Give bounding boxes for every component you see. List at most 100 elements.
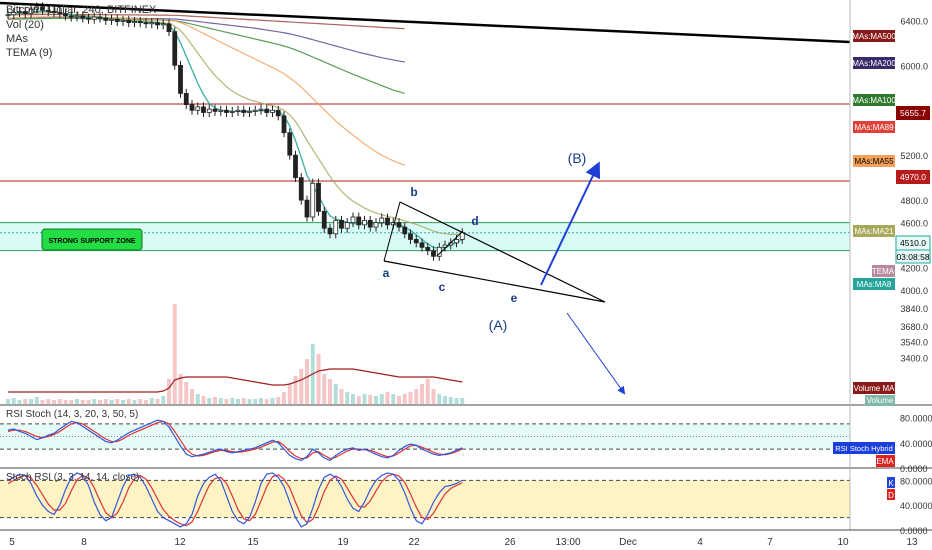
candle-78 [454, 239, 459, 244]
time-axis: 5 8 12 15 19 22 26 13:00 Dec 4 7 10 13 [0, 529, 932, 548]
volume-bar-0 [6, 399, 10, 404]
ma-label-6: MAs:MA8 [857, 280, 892, 289]
volume-bar-10 [63, 400, 68, 404]
d-marker: D [888, 491, 894, 500]
candle-69 [402, 226, 408, 235]
time-tick-7: 13:00 [555, 537, 580, 548]
volume-bar-33 [195, 394, 200, 404]
time-tick-11: 10 [837, 537, 849, 548]
ma200-line [8, 17, 405, 63]
candle-11 [68, 15, 74, 18]
wave-label-2: c [439, 280, 446, 294]
price-tick-11: 3840.0 [900, 304, 928, 314]
volume-bar-65 [379, 394, 384, 404]
candle-43 [252, 109, 258, 112]
volume-bar-48 [282, 392, 286, 404]
candle-35 [206, 108, 212, 113]
candle-70 [408, 233, 413, 240]
candle-16 [97, 16, 103, 19]
candle-58 [339, 219, 344, 229]
volume-bar-32 [190, 389, 194, 404]
countdown-box [895, 249, 931, 264]
volume-bar-25 [149, 398, 154, 404]
candle-5 [34, 6, 40, 10]
volume-bar-55 [322, 374, 327, 404]
volume-bar-51 [299, 369, 304, 404]
candle-23 [137, 21, 143, 24]
candle-59 [344, 222, 350, 229]
volume-bar-3 [23, 399, 28, 404]
rsi-hybrid-label: RSI Stoch Hybrid [835, 444, 893, 453]
candle-68 [396, 222, 402, 228]
candle-12 [74, 15, 80, 18]
volume-bar-1 [11, 398, 16, 404]
time-tick-3: 15 [247, 537, 259, 548]
candle-53 [310, 182, 316, 218]
volume-bar-16 [98, 400, 102, 404]
volume-bar-63 [368, 395, 373, 404]
time-tick-10: 7 [767, 537, 773, 548]
arrow-up [540, 161, 601, 286]
volume-bar-74 [431, 389, 436, 404]
volume-bar-42 [247, 399, 252, 404]
candle-55 [321, 210, 327, 229]
stoch-title: Stoch RSI (3, 3, 14, 14, close) [6, 472, 139, 483]
candle-66 [385, 217, 390, 226]
candle-28 [166, 23, 172, 33]
candle-67 [390, 222, 396, 226]
d-marker-box [887, 489, 895, 500]
volume-bar-79 [460, 398, 465, 404]
wave-label-5: (A) [489, 317, 508, 333]
legend-volume[interactable]: Vol (20) [6, 19, 44, 31]
volume-bar-41 [241, 398, 246, 404]
candle-38 [224, 109, 229, 113]
ma-label-3: MAs:MA89 [854, 123, 894, 132]
ma-label-box-0 [853, 30, 895, 42]
candle-52 [304, 199, 310, 218]
volume-bar-20 [121, 400, 125, 404]
price-box-0 [896, 106, 930, 120]
volume-bar-62 [362, 394, 367, 404]
volume-bar-13 [80, 400, 85, 404]
time-tick-8: Dec [619, 537, 637, 548]
arrow-down [566, 312, 626, 395]
rsi-k-line [7, 419, 463, 462]
price-box-label-0: 5655.7 [900, 108, 926, 118]
ema-label: EMA [876, 457, 894, 466]
candle-39 [229, 110, 235, 113]
candle-21 [126, 19, 132, 24]
ma-label-box-4 [853, 155, 895, 167]
volume-bar-78 [454, 398, 459, 404]
volume-bar-26 [155, 399, 160, 404]
wave-label-4: e [511, 291, 518, 305]
candle-63 [367, 219, 373, 228]
candle-42 [247, 110, 252, 113]
long-trendline [0, 1, 851, 44]
ma55-line [7, 15, 405, 166]
volume-bar-22 [132, 400, 137, 404]
tema-label: TEMA [872, 267, 895, 276]
wave-label-3: d [471, 214, 478, 228]
candle-27 [160, 23, 166, 26]
volume-bar-14 [86, 400, 91, 404]
ma-label-box-6 [853, 278, 895, 290]
volume-bar-57 [333, 384, 338, 404]
candle-48 [281, 115, 287, 134]
volume-bar-11 [69, 400, 74, 404]
price-tick-6: 4800.0 [900, 196, 928, 206]
ma-label-5: MAs:MA21 [854, 227, 894, 236]
time-tick-12: 13 [906, 537, 918, 548]
candle-51 [298, 177, 304, 201]
legend-tema[interactable]: TEMA (9) [6, 47, 53, 59]
volume-bar-66 [385, 392, 390, 404]
stoch-tick-1: 40.0000 [900, 501, 932, 511]
price-tick-10: 4000.0 [900, 286, 928, 296]
candle-34 [201, 106, 206, 113]
volume-bar-44 [259, 398, 263, 404]
k-marker: K [888, 479, 894, 488]
support-zone-label-box [41, 228, 143, 251]
candle-73 [425, 246, 431, 252]
volume-bar-8 [52, 400, 56, 404]
volume-bar-7 [46, 399, 51, 404]
legend-mas[interactable]: MAs [6, 33, 28, 45]
